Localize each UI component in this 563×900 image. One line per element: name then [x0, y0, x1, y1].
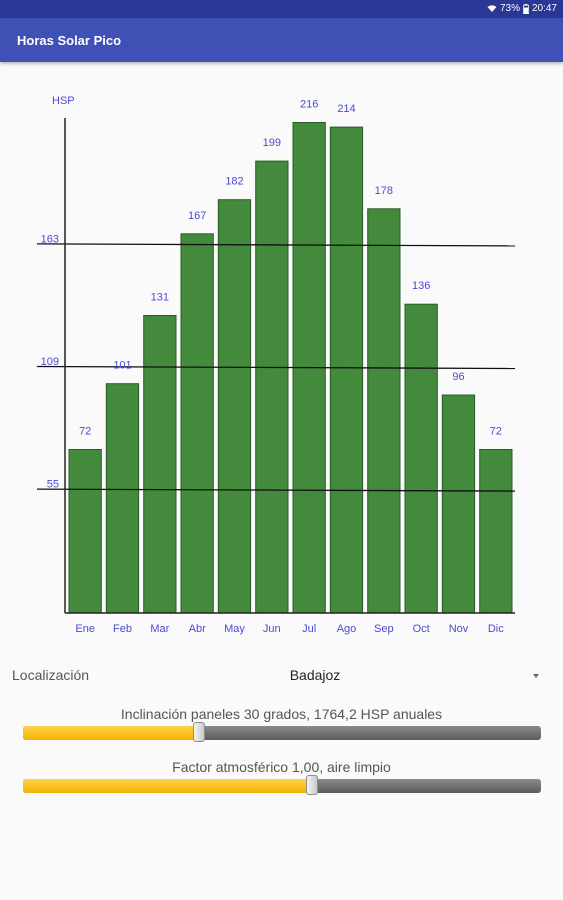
reference-line: [36, 365, 516, 370]
reference-line: [36, 488, 516, 492]
status-bar: 73% 20:47: [0, 0, 563, 18]
y-tick-label: 109: [41, 356, 59, 368]
app-bar: Horas Solar Pico: [0, 18, 563, 62]
bar-abr: [180, 233, 214, 614]
value-label: 182: [225, 176, 243, 188]
status-time: 20:47: [531, 3, 557, 14]
bars-layer: [68, 122, 513, 614]
location-label: Localización: [12, 667, 90, 683]
value-label: 72: [79, 426, 91, 438]
status-icons: 73% 20:47: [487, 3, 557, 14]
reference-lines-layer: [36, 243, 516, 492]
value-label: 131: [151, 292, 169, 304]
bar-oct: [404, 303, 438, 614]
inclination-caption: Inclinación paneles 30 grados, 1764,2 HS…: [120, 706, 443, 722]
value-label: 178: [375, 185, 393, 197]
reference-line: [36, 243, 516, 247]
dropdown-arrow-icon: [533, 674, 539, 678]
x-tick-label: Jun: [263, 623, 281, 635]
hsp-bar-chart: 72 Ene 101 Feb 131 Mar 167 Abr 182 May 199 Jun 216 Ju…: [36, 95, 516, 636]
location-dropdown[interactable]: Badajoz: [150, 660, 550, 690]
x-tick-label: Ene: [75, 623, 95, 635]
bar-jun: [255, 160, 289, 614]
bar-dic: [479, 449, 513, 614]
battery-icon: [523, 3, 529, 14]
slider-thumb[interactable]: [193, 722, 206, 742]
y-tick-label: 55: [47, 479, 59, 491]
x-tick-label: Jul: [302, 623, 316, 635]
slider-thumb[interactable]: [305, 775, 318, 795]
value-label: 167: [188, 210, 206, 222]
value-label: 96: [452, 371, 464, 383]
bar-ago: [329, 126, 364, 614]
labels-layer: 72 Ene 101 Feb 131 Mar 167 Abr 182 May 199 Jun 216 Ju…: [41, 99, 505, 636]
atmospheric-factor-caption: Factor atmosférico 1,00, aire limpio: [172, 759, 391, 775]
inclination-slider[interactable]: [23, 722, 541, 742]
bar-may: [217, 199, 252, 614]
wifi-icon: [487, 5, 497, 12]
x-tick-label: Sep: [374, 623, 394, 635]
app-title: Horas Solar Pico: [17, 33, 122, 48]
y-tick-label: 163: [41, 233, 59, 245]
x-tick-label: Oct: [413, 623, 430, 635]
x-tick-label: Abr: [189, 623, 206, 635]
x-tick-label: Ago: [337, 623, 357, 635]
value-label: 199: [263, 137, 281, 149]
slider-fill: [23, 779, 312, 793]
x-tick-label: May: [224, 623, 245, 635]
x-tick-label: Nov: [449, 623, 469, 635]
value-label: 72: [490, 426, 502, 438]
x-tick-label: Feb: [113, 623, 132, 635]
y-axis-title: HSP: [52, 95, 75, 107]
x-tick-label: Dic: [488, 623, 504, 635]
slider-fill: [23, 726, 200, 740]
location-value: Badajoz: [289, 667, 341, 683]
value-label: 216: [300, 99, 318, 111]
value-label: 101: [113, 360, 131, 372]
bar-sep: [367, 208, 401, 614]
value-label: 136: [412, 280, 430, 292]
bar-mar: [143, 315, 177, 614]
bar-feb: [105, 383, 140, 614]
value-label: 214: [337, 103, 355, 115]
bar-ene: [68, 449, 102, 614]
x-tick-label: Mar: [150, 623, 169, 635]
bar-nov: [441, 394, 476, 614]
battery-percentage: 73%: [499, 3, 520, 14]
atmospheric-factor-slider[interactable]: [23, 775, 541, 795]
